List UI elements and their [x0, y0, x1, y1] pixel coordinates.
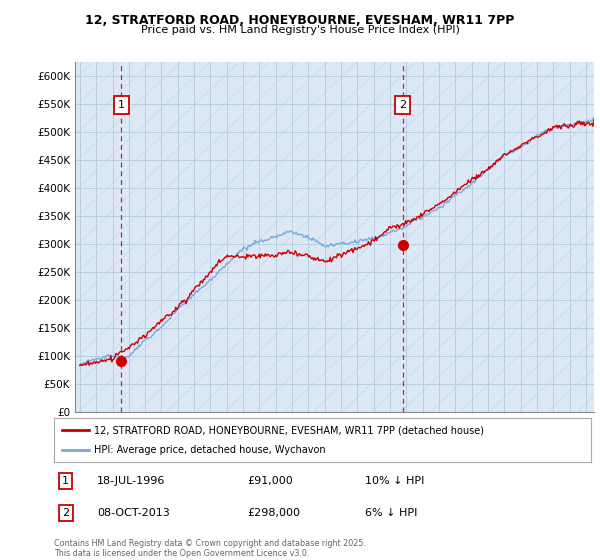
Text: 6% ↓ HPI: 6% ↓ HPI	[365, 508, 418, 518]
Text: 12, STRATFORD ROAD, HONEYBOURNE, EVESHAM, WR11 7PP (detached house): 12, STRATFORD ROAD, HONEYBOURNE, EVESHAM…	[94, 425, 484, 435]
Text: 1: 1	[118, 100, 125, 110]
Text: 18-JUL-1996: 18-JUL-1996	[97, 476, 166, 486]
Text: £298,000: £298,000	[247, 508, 301, 518]
Text: 2: 2	[62, 508, 69, 518]
Text: 08-OCT-2013: 08-OCT-2013	[97, 508, 170, 518]
Text: 1: 1	[62, 476, 69, 486]
Text: 10% ↓ HPI: 10% ↓ HPI	[365, 476, 425, 486]
Text: 12, STRATFORD ROAD, HONEYBOURNE, EVESHAM, WR11 7PP: 12, STRATFORD ROAD, HONEYBOURNE, EVESHAM…	[85, 14, 515, 27]
Text: Contains HM Land Registry data © Crown copyright and database right 2025.
This d: Contains HM Land Registry data © Crown c…	[54, 539, 366, 558]
Text: £91,000: £91,000	[247, 476, 293, 486]
Text: HPI: Average price, detached house, Wychavon: HPI: Average price, detached house, Wych…	[94, 445, 326, 455]
Text: Price paid vs. HM Land Registry's House Price Index (HPI): Price paid vs. HM Land Registry's House …	[140, 25, 460, 35]
Text: 2: 2	[399, 100, 406, 110]
